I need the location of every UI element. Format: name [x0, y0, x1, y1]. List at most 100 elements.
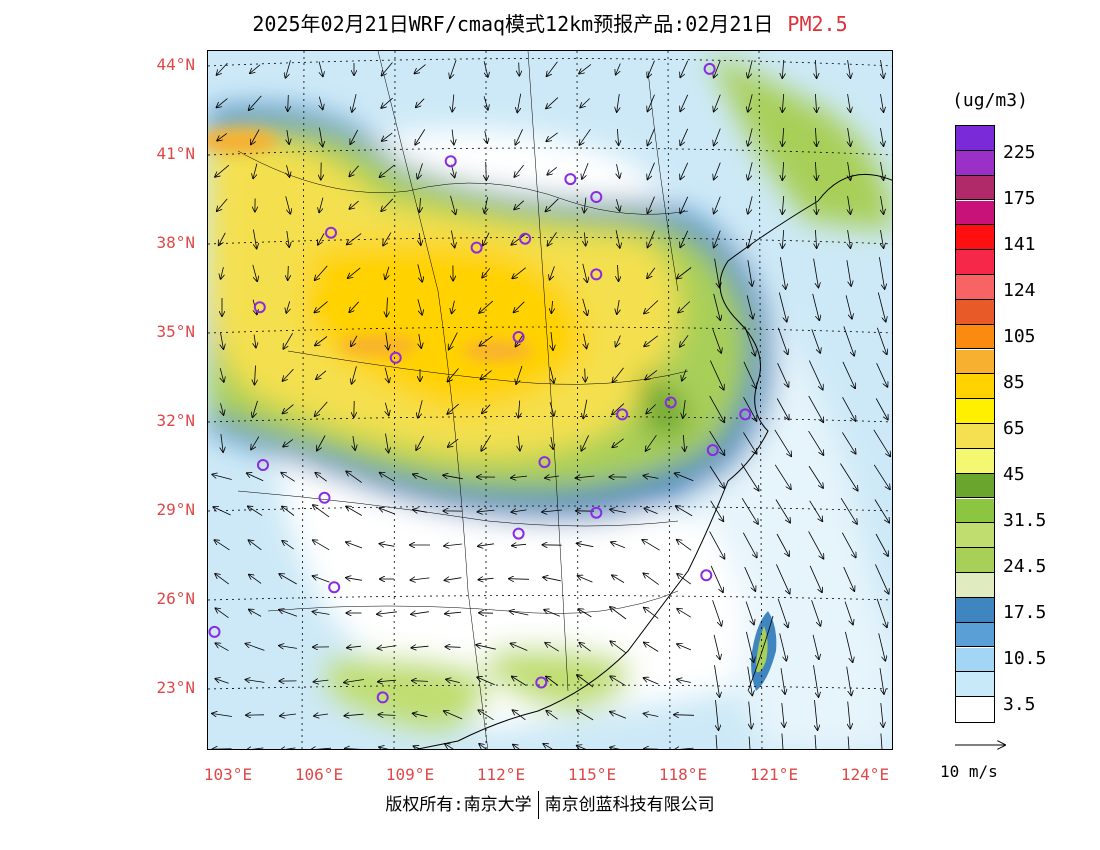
- wind-vector: [582, 162, 589, 179]
- wind-vector: [344, 680, 364, 683]
- wind-vector: [279, 610, 298, 617]
- wind-vector: [280, 714, 296, 716]
- wind-vector: [848, 196, 851, 214]
- wind-vector: [246, 644, 265, 651]
- wind-vector: [582, 298, 588, 315]
- wind-vector: [848, 701, 851, 729]
- color-bar-box: [956, 697, 994, 722]
- wind-vector: [250, 64, 261, 73]
- wind-vector: [543, 577, 561, 582]
- wind-vector: [746, 631, 753, 662]
- wind-vector: [709, 360, 723, 390]
- wind-vector: [617, 128, 618, 145]
- city-marker: [664, 396, 677, 409]
- wind-vector: [746, 295, 753, 318]
- wind-vector: [812, 293, 820, 320]
- wind-vector: [452, 129, 454, 145]
- wind-vector: [513, 745, 520, 749]
- wind-vector: [843, 566, 855, 591]
- wind-vector: [875, 533, 888, 556]
- wind-vector: [873, 429, 890, 456]
- wind-vector: [709, 465, 724, 488]
- lat-label-23: 23°N: [156, 678, 195, 697]
- wind-vector: [612, 438, 624, 447]
- wind-vector: [675, 473, 694, 482]
- wind-vector: [842, 397, 856, 421]
- wind-vector: [287, 231, 289, 247]
- wind-vector: [450, 195, 456, 214]
- title-text: 2025年02月21日WRF/cmaq模式12km预报产品:02月21日: [252, 12, 774, 36]
- wind-vector: [382, 62, 393, 76]
- wind-vector: [512, 510, 527, 512]
- wind-vector: [878, 633, 886, 660]
- wind-vector: [546, 132, 558, 141]
- wind-vector: [779, 633, 787, 660]
- footer: 版权所有:南京大学 南京创蓝科技有限公司: [0, 790, 1100, 819]
- concentration-field: [208, 51, 892, 749]
- wind-vector: [379, 747, 389, 749]
- wind-vector: [551, 437, 553, 449]
- wind-vector: [313, 576, 330, 583]
- lat-label-41: 41°N: [156, 144, 195, 163]
- wind-vector: [377, 612, 397, 614]
- wind-vector: [682, 369, 687, 380]
- wind-vector: [247, 473, 264, 482]
- wind-vector: [875, 564, 888, 593]
- wind-vector: [347, 233, 362, 245]
- wind-vector: [774, 429, 791, 456]
- wind-vector: [582, 263, 587, 282]
- wind-vector: [616, 335, 621, 347]
- wind-vector: [446, 647, 461, 648]
- wind-vector: [743, 361, 756, 388]
- wind-vector: [815, 161, 816, 180]
- city-marker: [590, 268, 603, 281]
- wind-vector: [511, 232, 527, 244]
- wind-vector: [548, 232, 557, 245]
- city-marker: [538, 456, 551, 469]
- legend-label-17-5: 17.5: [1003, 602, 1047, 623]
- wind-vector: [251, 129, 260, 145]
- wind-vector: [676, 506, 693, 517]
- wind-vector: [776, 398, 789, 420]
- pollutant-label: PM2.5: [787, 12, 848, 36]
- wind-vector: [778, 292, 786, 322]
- city-markers: [208, 62, 752, 704]
- wind-vector: [479, 300, 494, 313]
- wind-vector: [513, 710, 526, 721]
- wind-vector: [714, 258, 720, 288]
- wind-vector: [844, 601, 853, 625]
- wind-vector: [215, 574, 230, 585]
- city-marker: [318, 491, 331, 504]
- wind-vector: [880, 733, 883, 749]
- wind-vector: [811, 600, 821, 626]
- lon-label-106: 106°E: [294, 765, 344, 784]
- wind-vector: [512, 544, 527, 545]
- wind-vector: [741, 463, 758, 491]
- wind-vector: [841, 532, 855, 558]
- wind-vector: [748, 230, 753, 247]
- wind-vector: [549, 367, 554, 383]
- wind-vector: [346, 507, 362, 516]
- legend-label-31-5: 31.5: [1003, 510, 1047, 531]
- city-marker: [253, 301, 266, 314]
- wind-vector: [519, 62, 520, 76]
- wind-vector: [848, 162, 851, 180]
- wind-vector: [845, 295, 852, 318]
- color-bar-box: [956, 225, 994, 251]
- wind-vector: [279, 574, 297, 585]
- legend-unit: (ug/m3): [952, 90, 1028, 111]
- wind-vector: [346, 471, 362, 483]
- wind-vector: [279, 646, 297, 649]
- wind-vector: [748, 196, 753, 213]
- legend-label-105: 105: [1003, 326, 1036, 347]
- wind-vector: [715, 734, 718, 749]
- wind-vector: [380, 544, 395, 547]
- lon-label-112: 112°E: [476, 765, 526, 784]
- wind-vector: [677, 574, 692, 585]
- wind-vector: [287, 165, 290, 177]
- wind-vector: [644, 335, 659, 346]
- wind-vector: [313, 505, 330, 518]
- wind-vector: [283, 439, 294, 446]
- wind-vector: [451, 230, 454, 248]
- color-bar-box: [956, 523, 994, 549]
